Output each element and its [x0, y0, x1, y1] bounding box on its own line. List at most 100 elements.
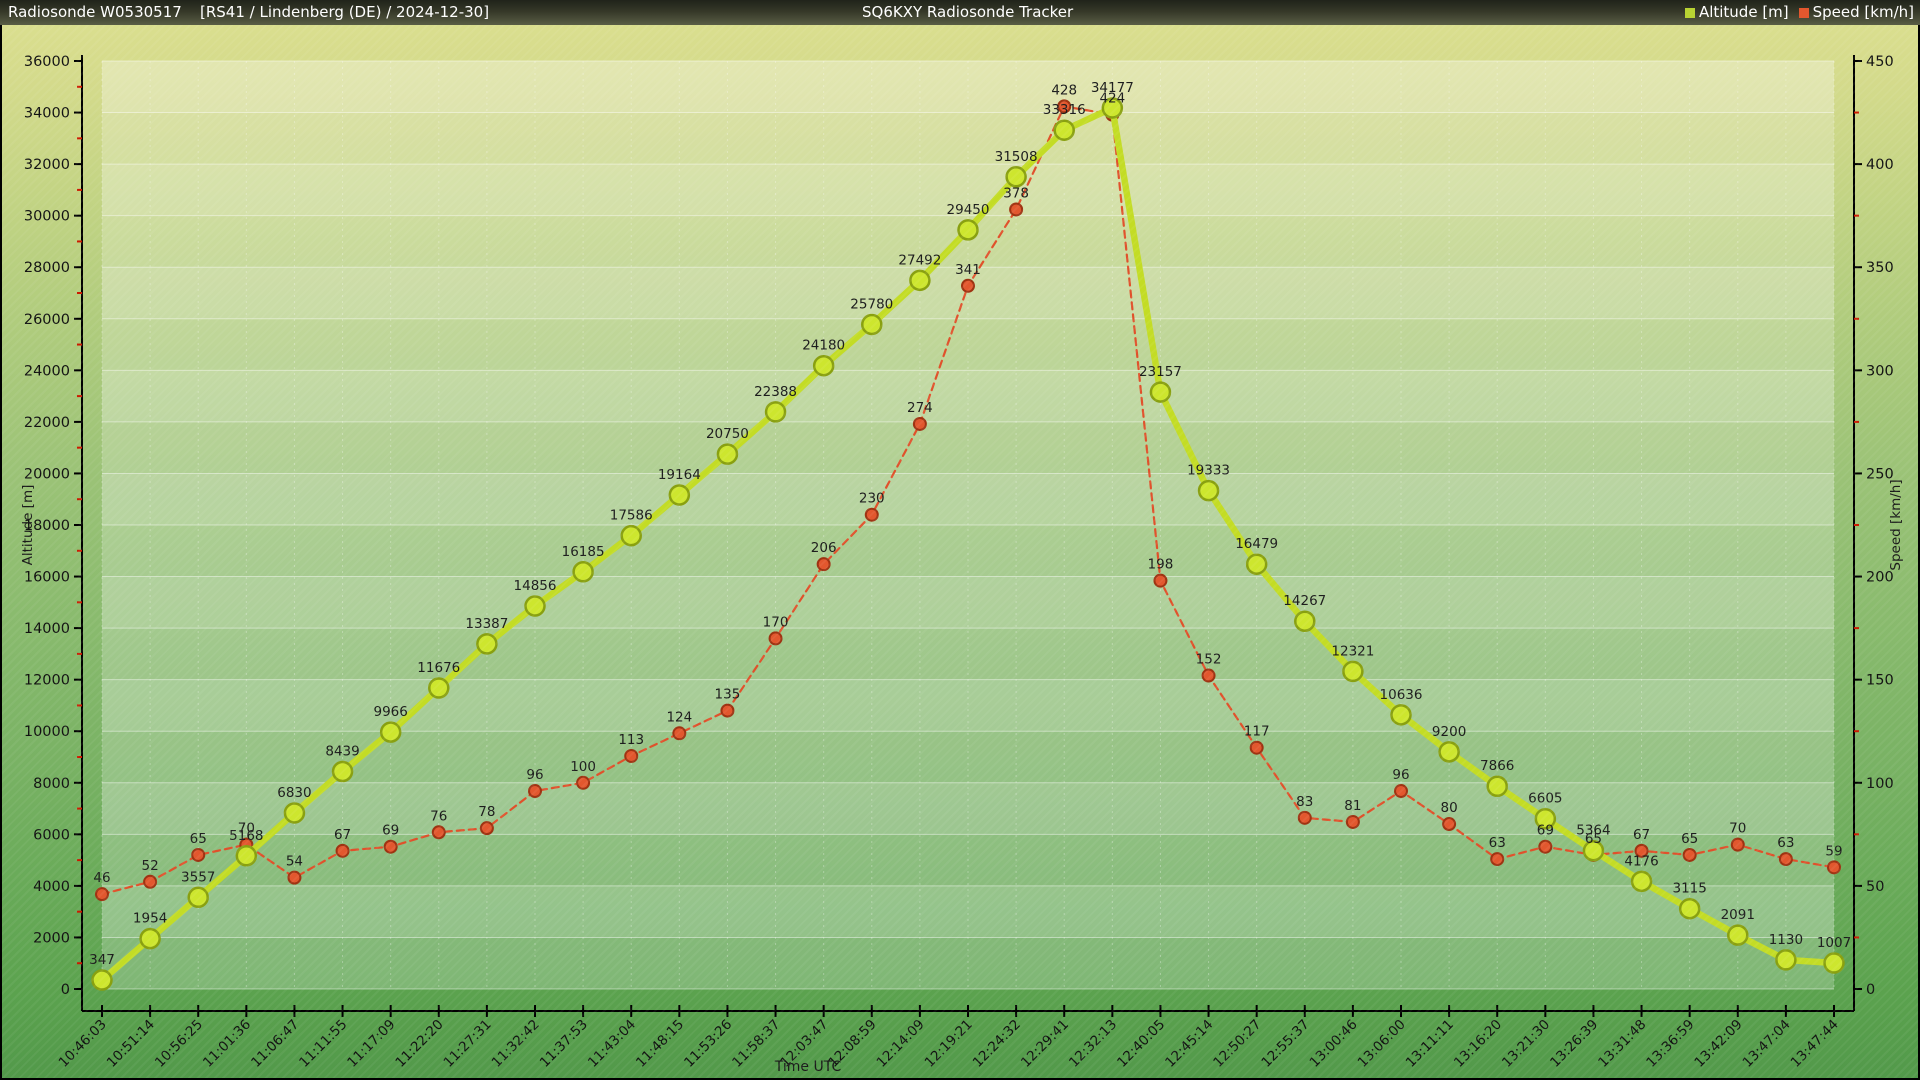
svg-text:10000: 10000 [24, 724, 70, 740]
data-point-marker [1342, 660, 1364, 683]
altitude-value-label: 23157 [1139, 364, 1182, 380]
svg-text:18000: 18000 [24, 518, 70, 534]
speed-value-label: 170 [763, 614, 789, 630]
data-point-marker [768, 631, 783, 646]
data-point-marker [143, 874, 158, 889]
svg-text:12:50:27: 12:50:27 [1210, 1017, 1264, 1071]
svg-text:13:42:09: 13:42:09 [1691, 1017, 1745, 1071]
speed-value-label: 81 [1344, 798, 1361, 814]
speed-value-label: 135 [715, 687, 741, 703]
svg-text:20000: 20000 [24, 466, 70, 482]
svg-text:11:11:55: 11:11:55 [296, 1017, 350, 1071]
data-point-marker [1778, 852, 1793, 867]
altitude-value-label: 9200 [1432, 724, 1466, 740]
svg-text:13:36:59: 13:36:59 [1643, 1017, 1697, 1071]
svg-text:450: 450 [1866, 54, 1894, 70]
data-point-marker [909, 269, 931, 292]
data-point-marker [95, 887, 109, 902]
altitude-value-label: 25780 [850, 296, 893, 312]
data-point-marker [283, 802, 306, 824]
x-axis-labels: 10:46:0310:51:1410:56:2511:01:3611:06:47… [56, 1005, 1842, 1071]
speed-value-label: 70 [1729, 821, 1746, 837]
data-point-marker [335, 843, 350, 858]
data-point-marker [764, 401, 787, 423]
altitude-value-label: 347 [89, 952, 115, 968]
altitude-value-label: 11676 [417, 660, 460, 676]
speed-value-label: 96 [1392, 767, 1409, 783]
data-point-marker [861, 313, 883, 336]
altitude-value-label: 5168 [229, 828, 263, 844]
legend-label-speed: Speed [km/h] [1812, 3, 1914, 21]
speed-value-label: 59 [1825, 843, 1842, 859]
altitude-value-label: 5364 [1576, 823, 1610, 839]
speed-value-label: 69 [1537, 823, 1554, 839]
data-point-marker [1345, 814, 1360, 829]
data-point-marker [1727, 924, 1749, 946]
altitude-value-label: 17586 [610, 508, 653, 524]
data-point-marker [1490, 852, 1505, 867]
data-point-marker [476, 633, 498, 655]
value-labels: 46 52 65 70 54 67 69 76 78 96 100 113 124 135 170 206 23… [89, 80, 1851, 968]
svg-text:13:47:04: 13:47:04 [1740, 1017, 1794, 1071]
altitude-value-label: 16185 [562, 544, 605, 560]
svg-text:10:51:14: 10:51:14 [104, 1017, 158, 1071]
altitude-value-label: 12321 [1331, 643, 1374, 659]
data-point-marker [1009, 202, 1024, 217]
altitude-value-label: 14856 [514, 578, 557, 594]
data-point-marker [528, 784, 542, 799]
data-point-marker [1005, 166, 1027, 188]
right-axis-title: Speed [km/h] [1888, 479, 1904, 570]
svg-text:13:11:11: 13:11:11 [1403, 1017, 1457, 1071]
data-point-marker [1149, 381, 1172, 403]
svg-text:32000: 32000 [24, 157, 70, 173]
data-point-marker [331, 760, 354, 783]
data-point-marker [957, 219, 979, 241]
svg-text:6000: 6000 [33, 827, 70, 843]
speed-value-label: 65 [1585, 831, 1602, 847]
svg-text:11:48:15: 11:48:15 [633, 1017, 687, 1071]
svg-text:11:01:36: 11:01:36 [200, 1017, 254, 1071]
svg-text:400: 400 [1866, 157, 1894, 173]
altitude-value-label: 14267 [1283, 593, 1326, 609]
altitude-value-label: 1007 [1817, 935, 1851, 951]
data-point-marker [1245, 553, 1268, 575]
speed-value-label: 52 [142, 858, 159, 874]
svg-text:8000: 8000 [33, 776, 70, 792]
svg-text:11:32:42: 11:32:42 [489, 1017, 543, 1071]
speed-value-label: 80 [1441, 800, 1458, 816]
svg-text:12:24:32: 12:24:32 [970, 1017, 1024, 1071]
svg-text:250: 250 [1866, 466, 1894, 482]
data-point-marker [1634, 843, 1649, 858]
speed-value-label: 69 [382, 823, 399, 839]
svg-text:11:43:04: 11:43:04 [585, 1017, 639, 1071]
data-point-marker [716, 443, 739, 465]
data-point-marker [1057, 99, 1072, 114]
svg-text:36000: 36000 [24, 54, 70, 70]
svg-text:13:31:48: 13:31:48 [1595, 1017, 1649, 1071]
svg-text:11:22:20: 11:22:20 [392, 1017, 446, 1071]
speed-value-label: 63 [1777, 835, 1794, 851]
speed-value-label: 230 [859, 491, 885, 507]
altitude-value-label: 19333 [1187, 463, 1230, 479]
speed-series-swatch-icon [1798, 7, 1809, 18]
speed-value-label: 100 [570, 759, 596, 775]
svg-text:24000: 24000 [24, 363, 70, 379]
legend-item-speed: Speed [km/h] [1798, 0, 1914, 25]
speed-value-label: 206 [811, 540, 837, 556]
svg-text:350: 350 [1866, 260, 1894, 276]
data-point-marker [864, 507, 879, 522]
chart-area: 0 2000 4000 6000 8000 10000 12000 14000 16000 180… [0, 25, 1920, 1080]
svg-text:0: 0 [61, 982, 70, 998]
data-point-marker [1534, 807, 1557, 830]
altitude-value-label: 8439 [325, 743, 359, 759]
altitude-value-label: 1954 [133, 911, 167, 927]
title-bar: Radiosonde W0530517 [RS41 / Lindenberg (… [0, 0, 1920, 25]
data-point-marker [479, 821, 494, 836]
data-point-marker [1153, 573, 1168, 588]
data-point-marker [1823, 952, 1845, 974]
speed-value-label: 78 [478, 804, 495, 820]
svg-text:11:37:53: 11:37:53 [537, 1017, 591, 1071]
data-point-marker [287, 870, 302, 885]
speed-value-label: 63 [1489, 835, 1506, 851]
altitude-value-label: 10636 [1380, 687, 1423, 703]
